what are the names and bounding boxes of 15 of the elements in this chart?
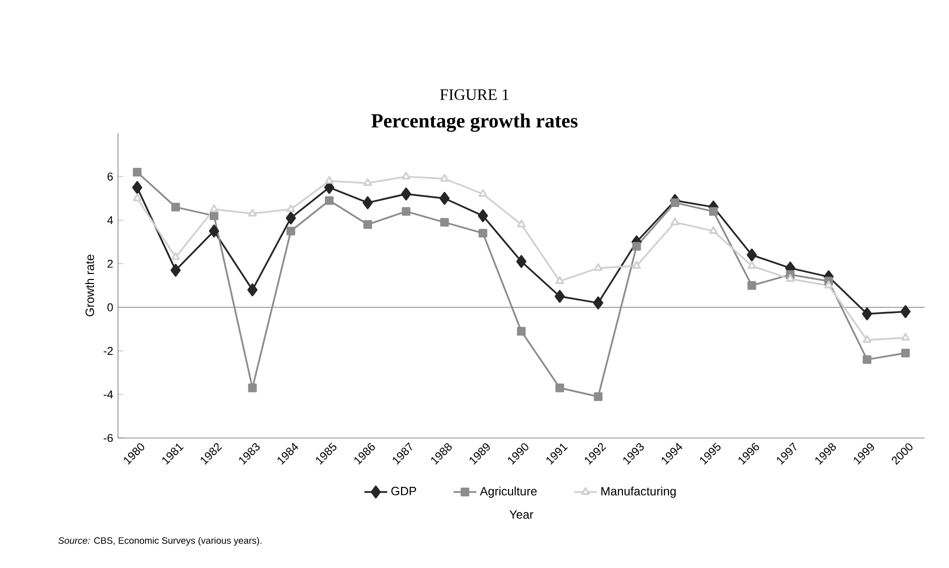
y-tick-label: 0 <box>107 303 113 312</box>
x-axis-title: Year <box>509 510 534 519</box>
legend-label: Manufacturing <box>601 486 676 498</box>
y-tick-label: 4 <box>107 216 113 224</box>
y-tick-label: -4 <box>104 390 113 398</box>
y-tick-label: -2 <box>104 346 113 355</box>
text: Source: CBS, Economic Surveys (various years). <box>58 536 262 546</box>
y-tick-label: 6 <box>108 172 113 181</box>
legend-label: Agriculture <box>480 486 537 498</box>
legend-label: GDP <box>391 486 416 496</box>
chart-title: Percentage growth rates <box>371 114 578 132</box>
chart-subtitle: FIGURE 1 <box>440 89 508 100</box>
y-axis-title: Growth rate <box>85 254 94 316</box>
y-tick-label: -6 <box>104 434 113 442</box>
y-tick-label: 2 <box>108 260 113 268</box>
